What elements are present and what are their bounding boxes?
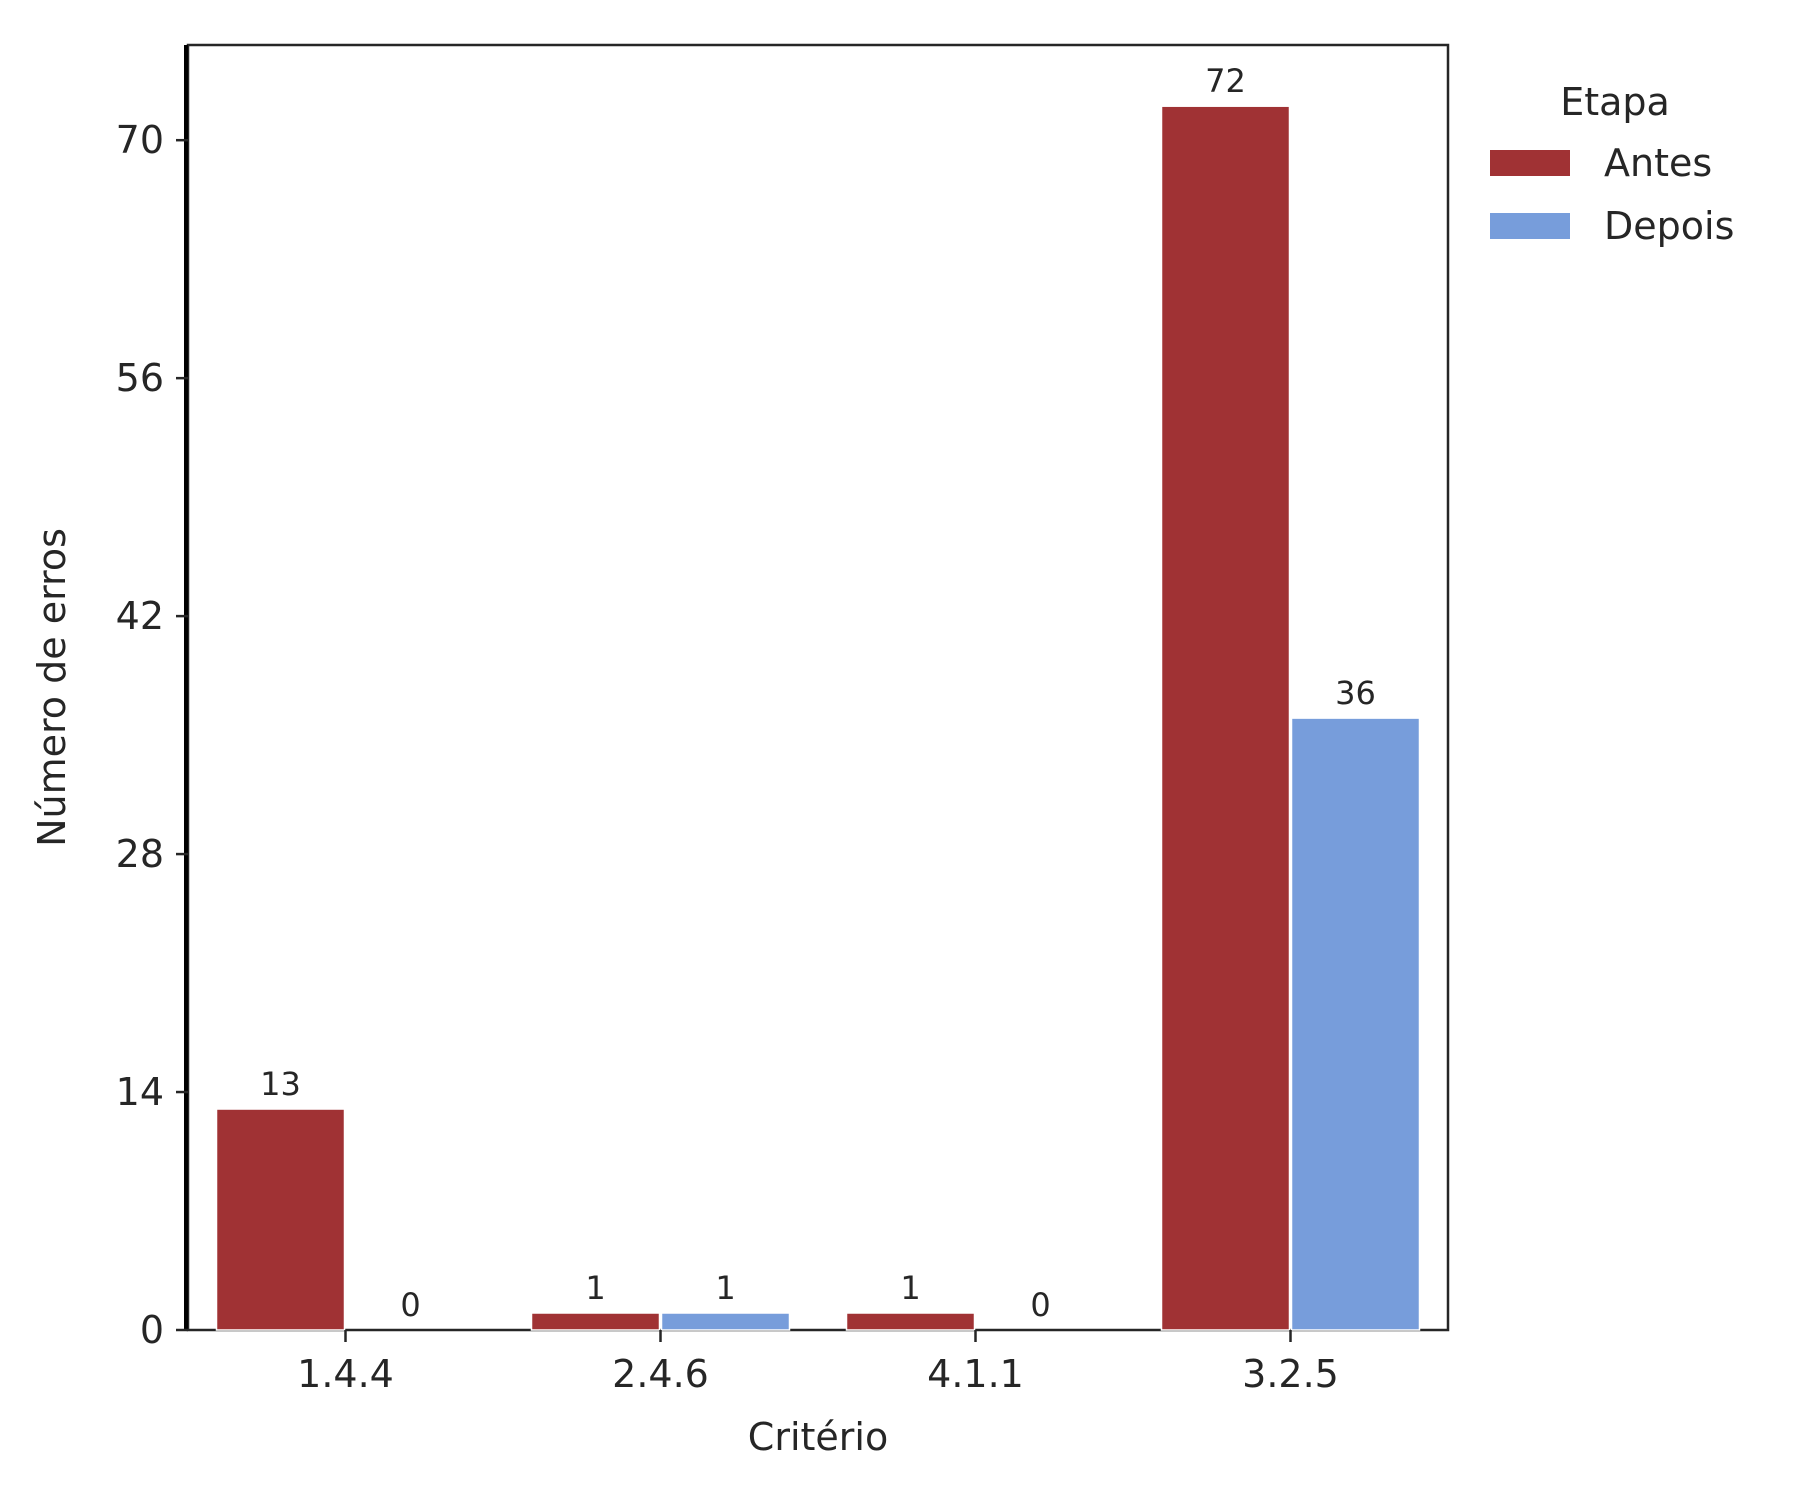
- data-label-antes-3.2.5: 72: [1205, 62, 1246, 100]
- data-label-depois-2.4.6: 1: [715, 1269, 735, 1307]
- data-label-antes-1.4.4: 13: [260, 1065, 301, 1103]
- y-tick-label: 70: [116, 118, 164, 162]
- bar-antes-3.2.5: [1160, 105, 1291, 1331]
- y-tick-label: 14: [116, 1070, 164, 1114]
- y-tick-label: 56: [116, 356, 164, 400]
- y-tick-label: 0: [140, 1308, 164, 1352]
- x-tick-label: 4.1.1: [927, 1352, 1024, 1396]
- legend-label-depois: Depois: [1604, 204, 1734, 248]
- data-label-depois-4.1.1: 0: [1030, 1286, 1050, 1324]
- data-label-antes-2.4.6: 1: [585, 1269, 605, 1307]
- legend-swatch-depois: [1490, 213, 1570, 239]
- plot-frame: [184, 43, 1450, 1332]
- data-labels-group: 13 0 1 1 1 0 72 36: [260, 62, 1376, 1324]
- bar-depois-3.2.5: [1290, 717, 1421, 1331]
- legend-title: Etapa: [1560, 80, 1670, 124]
- legend-swatch-antes: [1490, 150, 1570, 176]
- bar-depois-2.4.6: [660, 1312, 791, 1331]
- x-tick-label: 2.4.6: [612, 1352, 709, 1396]
- y-tick-label: 28: [116, 832, 164, 876]
- y-tick-label: 42: [116, 594, 164, 638]
- data-label-depois-3.2.5: 36: [1335, 674, 1376, 712]
- data-label-depois-1.4.4: 0: [400, 1286, 420, 1324]
- x-axis: 1.4.4 2.4.6 4.1.1 3.2.5: [297, 1330, 1339, 1396]
- bars-group: [215, 105, 1421, 1331]
- bar-antes-2.4.6: [530, 1312, 661, 1331]
- x-tick-label: 1.4.4: [297, 1352, 394, 1396]
- bar-antes-4.1.1: [845, 1312, 976, 1331]
- bar-antes-1.4.4: [215, 1108, 346, 1331]
- y-axis-title: Número de erros: [30, 528, 74, 847]
- x-tick-label: 3.2.5: [1242, 1352, 1339, 1396]
- data-label-antes-4.1.1: 1: [900, 1269, 920, 1307]
- legend-label-antes: Antes: [1604, 141, 1712, 185]
- legend: Etapa Antes Depois: [1490, 80, 1734, 248]
- y-axis: 0 14 28 42 56 70: [116, 118, 188, 1352]
- x-axis-title: Critério: [748, 1415, 888, 1459]
